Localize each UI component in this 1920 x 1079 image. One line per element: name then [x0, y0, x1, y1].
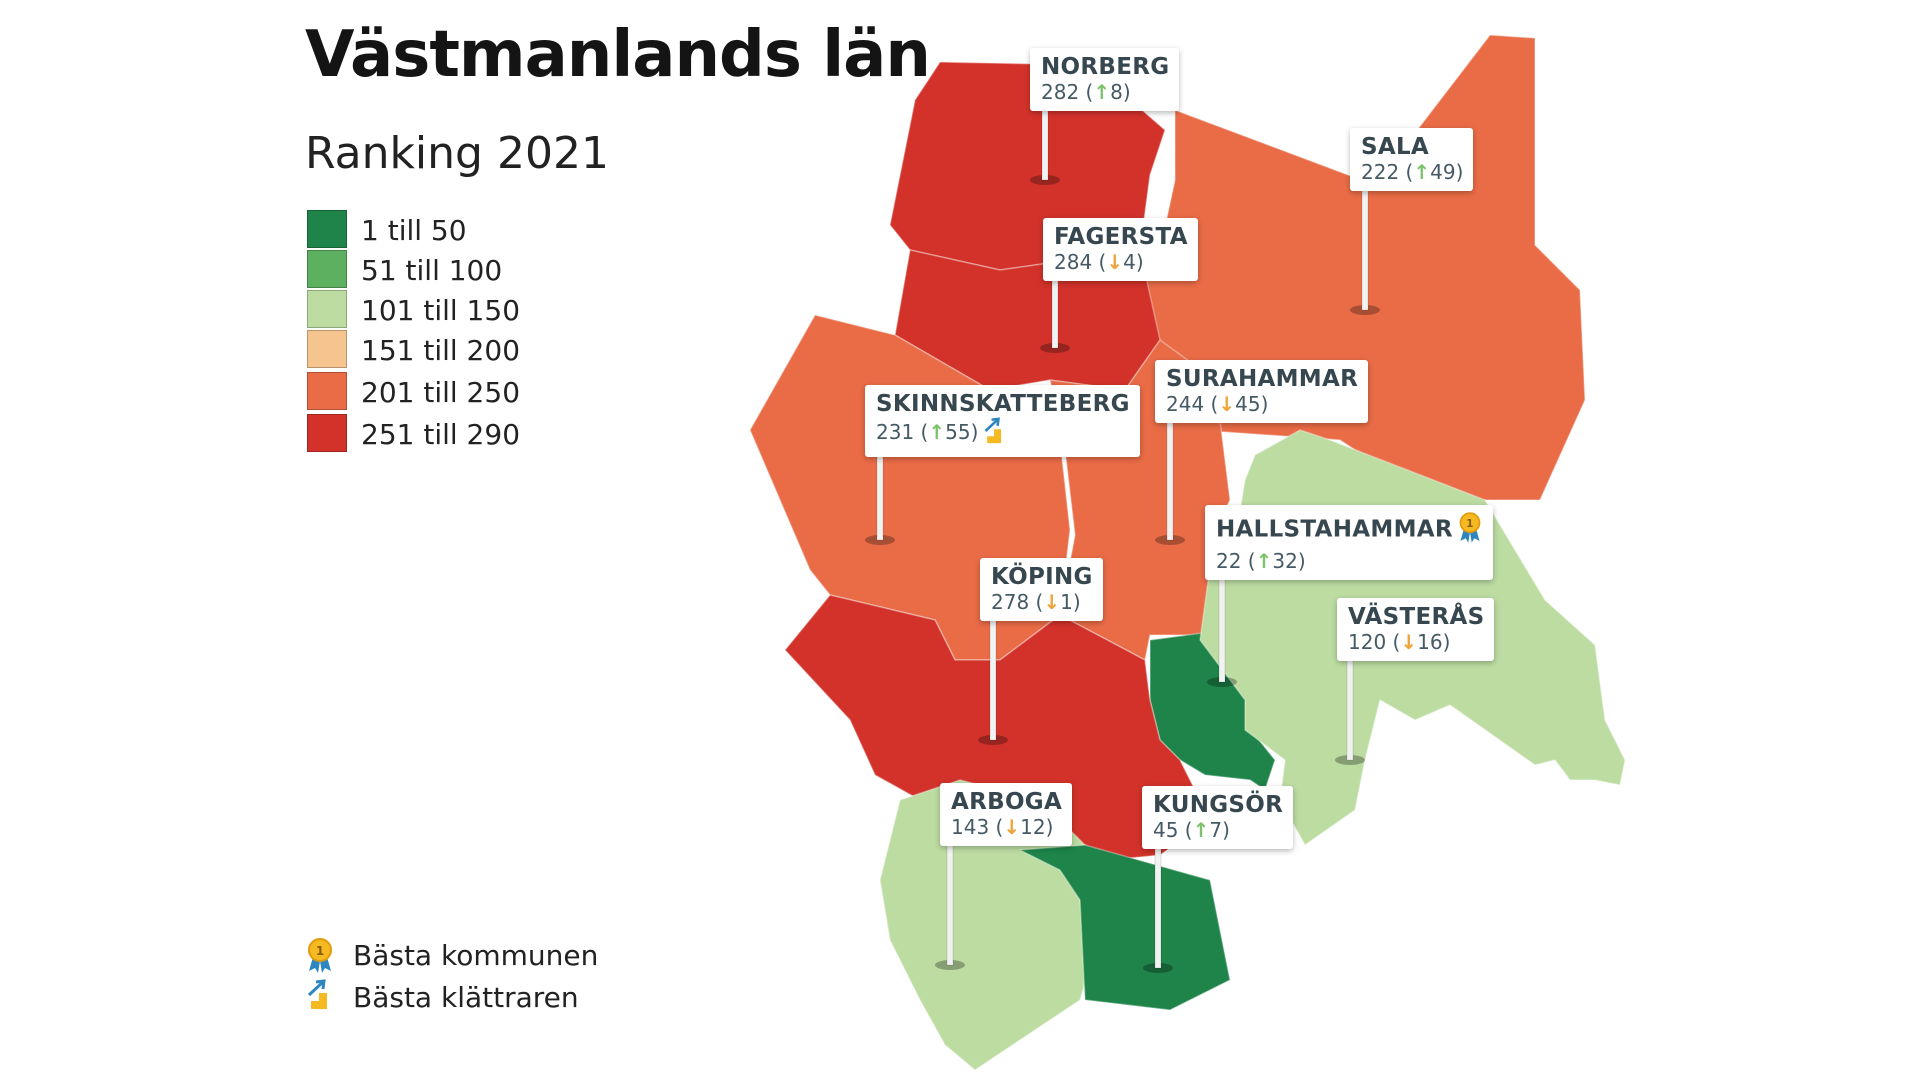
legend-label: 1 till 50	[361, 214, 467, 247]
municipality-name: VÄSTERÅS	[1348, 604, 1485, 630]
municipality-name: SALA	[1361, 134, 1430, 160]
municipality-rank: 278 (↓1)	[991, 590, 1081, 614]
legend-label: 201 till 250	[361, 376, 521, 409]
municipality-name: FAGERSTA	[1054, 224, 1188, 250]
municipality-name: KUNGSÖR	[1153, 792, 1284, 818]
municipality-name: HALLSTAHAMMAR 1	[1216, 511, 1483, 549]
label-koping[interactable]: KÖPING 278 (↓1)	[980, 558, 1103, 621]
arrow-up-icon: ↑	[1413, 160, 1431, 184]
rank-change: 45	[1235, 392, 1261, 416]
arrow-up-icon: ↑	[1255, 549, 1273, 573]
legend-item: 151 till 200	[307, 330, 607, 370]
label-kungsor[interactable]: KUNGSÖR 45 (↑7)	[1142, 786, 1294, 849]
municipality-rank: 222 (↑49)	[1361, 160, 1464, 184]
legend-item: 101 till 150	[307, 290, 607, 330]
label-skinnskatteberg[interactable]: SKINNSKATTEBERG 231 (↑55)	[865, 385, 1140, 457]
medal-icon: 1	[308, 938, 332, 973]
rank-value: 282	[1041, 80, 1080, 104]
arrow-down-icon: ↓	[1043, 590, 1061, 614]
municipality-name: NORBERG	[1041, 54, 1170, 80]
municipality-rank: 22 (↑32)	[1216, 549, 1306, 573]
legend-swatch	[307, 250, 347, 288]
legend-item: 1 till 50	[307, 210, 607, 250]
municipality-rank: 282 (↑8)	[1041, 80, 1131, 104]
arrow-up-icon: ↑	[1093, 80, 1111, 104]
municipality-rank: 45 (↑7)	[1153, 818, 1230, 842]
legend-swatch	[307, 210, 347, 248]
rank-change: 12	[1020, 815, 1046, 839]
label-hallstahammar[interactable]: HALLSTAHAMMAR 1 22 (↑32)	[1205, 505, 1493, 580]
legend-label: 251 till 290	[361, 418, 521, 451]
svg-text:1: 1	[1466, 518, 1474, 530]
arrow-down-icon: ↓	[1003, 815, 1021, 839]
municipality-rank: 244 (↓45)	[1166, 392, 1269, 416]
map-title: Västmanlands län	[305, 18, 931, 92]
municipality-name: KÖPING	[991, 564, 1093, 590]
rank-value: 120	[1348, 630, 1387, 654]
label-sala[interactable]: SALA 222 (↑49)	[1350, 128, 1474, 191]
legend-swatch	[307, 414, 347, 452]
rank-value: 45	[1153, 818, 1179, 842]
rank-value: 231	[876, 420, 915, 444]
municipality-name: SURAHAMMAR	[1166, 366, 1359, 392]
climber-icon	[984, 417, 1002, 444]
label-surahammar[interactable]: SURAHAMMAR 244 (↓45)	[1155, 360, 1369, 423]
rank-change: 32	[1272, 549, 1298, 573]
legend-item: 201 till 250	[307, 372, 607, 412]
rank-change: 8	[1110, 80, 1123, 104]
arrow-up-icon: ↑	[1192, 818, 1210, 842]
label-vasteras[interactable]: VÄSTERÅS 120 (↓16)	[1337, 598, 1495, 661]
municipality-name: ARBOGA	[951, 789, 1063, 815]
municipality-rank: 231 (↑55)	[876, 417, 1130, 450]
legend-swatch	[307, 372, 347, 410]
rank-value: 244	[1166, 392, 1205, 416]
rank-value: 222	[1361, 160, 1400, 184]
rank-change: 7	[1209, 818, 1223, 842]
medal-icon: 1	[1459, 512, 1481, 543]
legend-item: 51 till 100	[307, 250, 607, 290]
climber-icon	[307, 979, 327, 1009]
municipality-rank: 143 (↓12)	[951, 815, 1054, 839]
legend-label: 151 till 200	[361, 334, 521, 367]
rank-change: 16	[1417, 630, 1443, 654]
municipality-rank: 120 (↓16)	[1348, 630, 1451, 654]
municipality-rank: 284 (↓4)	[1054, 250, 1144, 274]
rank-value: 284	[1054, 250, 1093, 274]
rank-value: 22	[1216, 549, 1242, 573]
legend-item: 251 till 290	[307, 414, 607, 454]
rank-value: 143	[951, 815, 990, 839]
arrow-up-icon: ↑	[928, 420, 946, 444]
icon-legend-best: 1 Bästa kommunen	[305, 935, 625, 975]
arrow-down-icon: ↓	[1400, 630, 1418, 654]
legend-label: 101 till 150	[361, 294, 521, 327]
label-norberg[interactable]: NORBERG 282 (↑8)	[1030, 48, 1180, 111]
rank-change: 55	[945, 420, 971, 444]
municipality-name: SKINNSKATTEBERG	[876, 391, 1130, 417]
icon-legend-label: Bästa kommunen	[353, 939, 599, 972]
rank-change: 1	[1060, 590, 1073, 614]
legend-label: 51 till 100	[361, 254, 503, 287]
legend-swatch	[307, 290, 347, 328]
rank-change: 49	[1430, 160, 1456, 184]
rank-value: 278	[991, 590, 1030, 614]
legend-swatch	[307, 330, 347, 368]
region-kungsor[interactable]	[1019, 844, 1231, 1011]
icon-legend-climber: Bästa klättraren	[305, 977, 625, 1017]
icon-legend-label: Bästa klättraren	[353, 981, 579, 1014]
arrow-down-icon: ↓	[1218, 392, 1236, 416]
label-fagersta[interactable]: FAGERSTA 284 (↓4)	[1043, 218, 1198, 281]
svg-text:1: 1	[316, 944, 324, 958]
arrow-down-icon: ↓	[1106, 250, 1124, 274]
map-subtitle: Ranking 2021	[305, 128, 609, 179]
label-arboga[interactable]: ARBOGA 143 (↓12)	[940, 783, 1073, 846]
rank-change: 4	[1123, 250, 1136, 274]
